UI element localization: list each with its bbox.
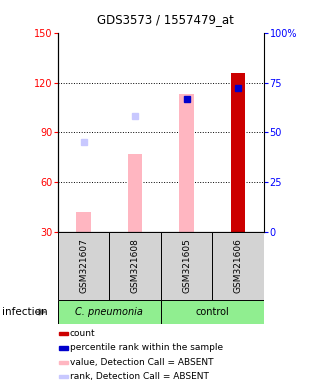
Text: GSM321608: GSM321608 [131,238,140,293]
Text: GDS3573 / 1557479_at: GDS3573 / 1557479_at [97,13,233,26]
Bar [58,300,161,324]
Bar [76,212,91,232]
Text: percentile rank within the sample: percentile rank within the sample [70,344,223,353]
Text: C. pneumonia: C. pneumonia [75,307,143,317]
Text: GSM321607: GSM321607 [79,238,88,293]
Text: infection: infection [2,307,47,317]
Bar [231,73,246,232]
Text: count: count [70,329,95,338]
Text: rank, Detection Call = ABSENT: rank, Detection Call = ABSENT [70,372,209,381]
Bar [128,154,142,232]
Bar [161,300,264,324]
Bar [58,232,109,300]
Bar [58,332,68,335]
Bar [58,361,68,364]
Bar [58,346,68,349]
Text: control: control [196,307,229,317]
Bar [58,375,68,378]
Text: value, Detection Call = ABSENT: value, Detection Call = ABSENT [70,358,213,367]
Bar [213,232,264,300]
Bar [109,232,161,300]
Bar [161,232,213,300]
Bar [180,94,194,232]
Text: GSM321605: GSM321605 [182,238,191,293]
Text: GSM321606: GSM321606 [234,238,243,293]
